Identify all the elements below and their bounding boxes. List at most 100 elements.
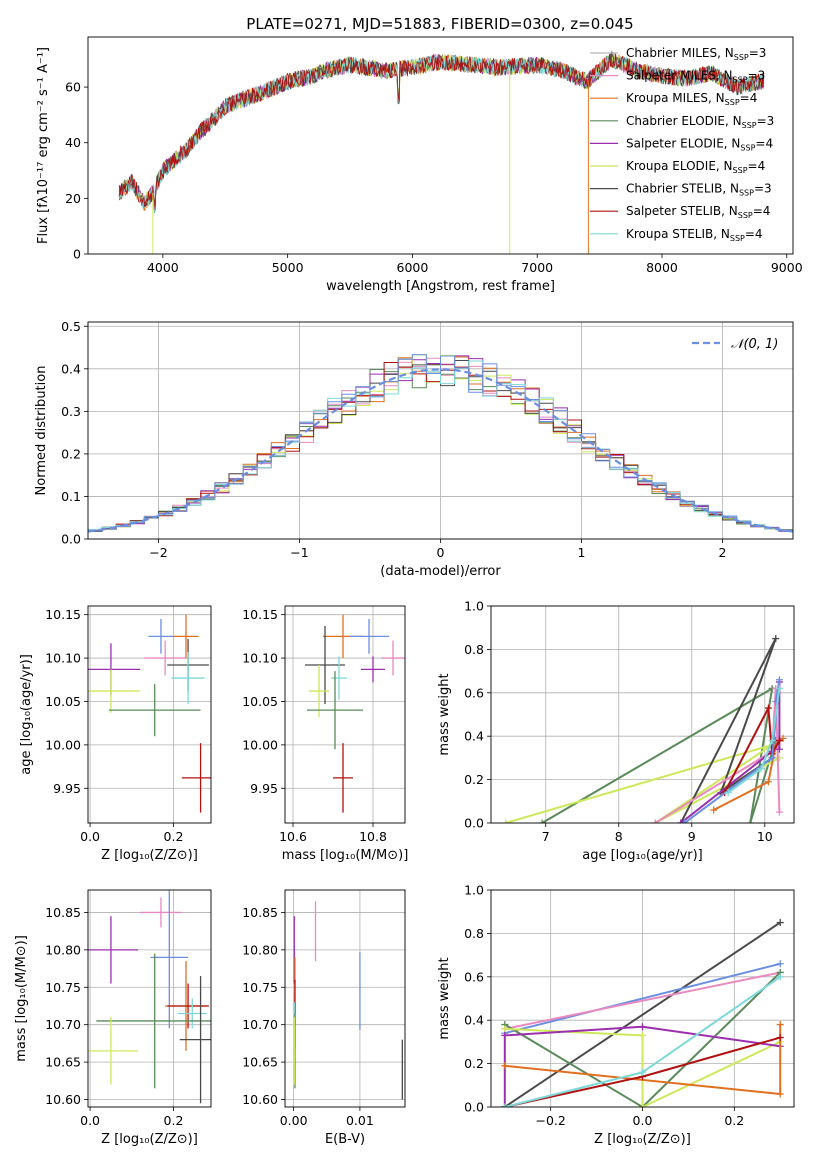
- normal-reference-curve: [88, 368, 793, 533]
- y-tick-label: 40: [65, 135, 81, 150]
- axes-frame: [490, 605, 795, 824]
- x-tick-label: 0.0: [633, 1113, 653, 1128]
- y-tick-label: 9.95: [53, 781, 81, 796]
- x-tick-label: 7: [542, 829, 550, 844]
- mass-vs-ebv-panel: 0.00 0.01 10.60 10.65 10.70 10.75 10.80 10.85 E(…: [242, 889, 406, 1147]
- y-tick-label: 1.0: [464, 599, 484, 614]
- plus-marker: [775, 737, 783, 745]
- plus-marker: [776, 1034, 784, 1042]
- x-tick-label: 0.00: [280, 1113, 308, 1128]
- legend-entry: Chabrier ELODIE, NSSP=3: [626, 114, 774, 130]
- plus-marker: [724, 789, 732, 797]
- x-tick-label: 8: [615, 829, 623, 844]
- axes-frame: [87, 36, 794, 255]
- y-axis-label: Flux [fλ10⁻¹⁷ erg cm⁻² s⁻¹ A⁻¹]: [36, 47, 51, 244]
- age-vs-mass-panel: 10.6 10.8 9.95 10.00 10.05 10.10 10.15 mass [lo…: [242, 605, 408, 863]
- legend-subscript: SSP: [739, 189, 754, 198]
- plus-marker: [639, 1103, 646, 1107]
- axes-frame: [87, 889, 212, 1108]
- plot-area: [501, 919, 784, 1107]
- y-tick-label: 1.0: [464, 883, 484, 898]
- y-tick-label: 0.3: [61, 404, 81, 419]
- x-tick-label: 0.0: [80, 829, 100, 844]
- x-tick-label: 0.2: [164, 829, 184, 844]
- y-tick-label: 10.60: [242, 1092, 278, 1107]
- residuals-panel: −2 −1 0 1 2 0.0 0.1 0.2 0.3 0.4 0.5 (data-model)/er…: [34, 319, 794, 579]
- x-tick-label: 8000: [646, 260, 678, 275]
- spectrum-panel: 4000 5000 6000 7000 8000 9000 0 20 40 60 wavelengt…: [36, 36, 803, 294]
- y-axis-label: mass [log₁₀(M/M⊙)]: [14, 935, 29, 1062]
- axes-frame: [87, 321, 794, 540]
- x-tick-label: 4000: [147, 260, 179, 275]
- x-tick-label: 0.2: [164, 1113, 184, 1128]
- x-axis-label: Z [log₁₀(Z/Z⊙)]: [101, 1132, 198, 1147]
- plus-marker: [776, 1090, 784, 1098]
- y-tick-label: 10.10: [242, 651, 278, 666]
- x-tick-label: 10.6: [279, 829, 307, 844]
- plus-marker: [776, 960, 784, 968]
- plot-area: [293, 901, 403, 1100]
- x-tick-label: 9000: [771, 260, 803, 275]
- y-axis-label: mass weight: [437, 673, 452, 755]
- x-axis-label: E(B-V): [325, 1132, 365, 1147]
- legend-entry: Kroupa ELODIE, NSSP=4: [626, 159, 765, 175]
- mass-weight-line: [541, 686, 777, 823]
- y-tick-label: 10.80: [45, 942, 81, 957]
- y-tick-label: 20: [65, 191, 81, 206]
- plot-area: [118, 51, 765, 254]
- legend-count: =3: [754, 182, 772, 196]
- legend-entry: Chabrier MILES, NSSP=3: [626, 46, 766, 62]
- figure-title: PLATE=0271, MJD=51883, FIBERID=0300, z=0…: [246, 15, 633, 33]
- plus-marker: [639, 1068, 646, 1076]
- x-tick-label: 7000: [521, 260, 553, 275]
- x-tick-label: 2: [719, 545, 727, 560]
- x-axis-label: age [log₁₀(age/yr)]: [582, 848, 703, 863]
- axes-frame: [490, 889, 795, 1108]
- plus-marker: [775, 684, 783, 692]
- weight-vs-Z-panel: −0.2 0.0 0.2 0.0 0.2 0.4 0.6 0.8 1.0 Z [log₁₀(Z/Z…: [437, 883, 795, 1147]
- legend-count: =4: [755, 136, 773, 150]
- plot-area: [305, 614, 405, 813]
- legend-entry: Salpeter MILES, NSSP=3: [626, 69, 765, 85]
- x-tick-label: 9: [688, 829, 696, 844]
- legend-subscript: SSP: [742, 121, 757, 130]
- legend-label: Salpeter ELODIE, N: [626, 136, 740, 150]
- plus-marker: [639, 1023, 646, 1031]
- histogram-series: [88, 354, 793, 532]
- x-axis-label: wavelength [Angstrom, rest frame]: [326, 279, 555, 294]
- y-tick-label: 0: [73, 247, 81, 262]
- x-tick-label: 0: [437, 545, 445, 560]
- plus-marker: [768, 737, 776, 745]
- axes-frame: [87, 605, 212, 824]
- histogram-series: [88, 360, 793, 531]
- legend-subscript: SSP: [738, 211, 753, 220]
- plus-marker: [502, 819, 510, 823]
- y-tick-label: 10.00: [242, 737, 278, 752]
- weight-vs-age-panel: 7 8 9 10 0.0 0.2 0.4 0.6 0.8 1.0 age [log₁₀(age/yr…: [437, 599, 795, 863]
- x-tick-label: 6000: [397, 260, 429, 275]
- legend-count: =3: [749, 46, 767, 60]
- legend-entry: 𝒩(0, 1): [731, 337, 778, 352]
- y-tick-label: 10.05: [242, 694, 278, 709]
- plus-marker: [639, 1031, 646, 1039]
- legend-entry: Chabrier STELIB, NSSP=3: [626, 182, 772, 198]
- y-tick-label: 0.4: [61, 361, 81, 376]
- x-tick-label: −1: [290, 545, 308, 560]
- y-tick-label: 0.6: [464, 685, 484, 700]
- mass-weight-line: [505, 743, 780, 823]
- x-tick-label: 5000: [272, 260, 304, 275]
- y-tick-label: 10.65: [242, 1055, 278, 1070]
- legend: Chabrier MILES, NSSP=3 Salpeter MILES, NS…: [590, 46, 774, 243]
- legend-entry: Kroupa STELIB, NSSP=4: [626, 227, 763, 243]
- x-axis-label: Z [log₁₀(Z/Z⊙)]: [101, 848, 198, 863]
- legend-subscript: SSP: [740, 143, 755, 152]
- plus-marker: [746, 819, 754, 823]
- y-tick-label: 10.70: [45, 1017, 81, 1032]
- x-tick-label: 0.2: [724, 1113, 744, 1128]
- legend-label: Kroupa MILES, N: [626, 91, 725, 105]
- y-axis-label: Normed distribution: [34, 366, 49, 496]
- legend-subscript: SSP: [734, 53, 749, 62]
- legend-subscript: SSP: [733, 76, 748, 85]
- plot-area: [502, 635, 787, 823]
- y-axis-label: age [log₁₀(age/yr)]: [19, 654, 34, 775]
